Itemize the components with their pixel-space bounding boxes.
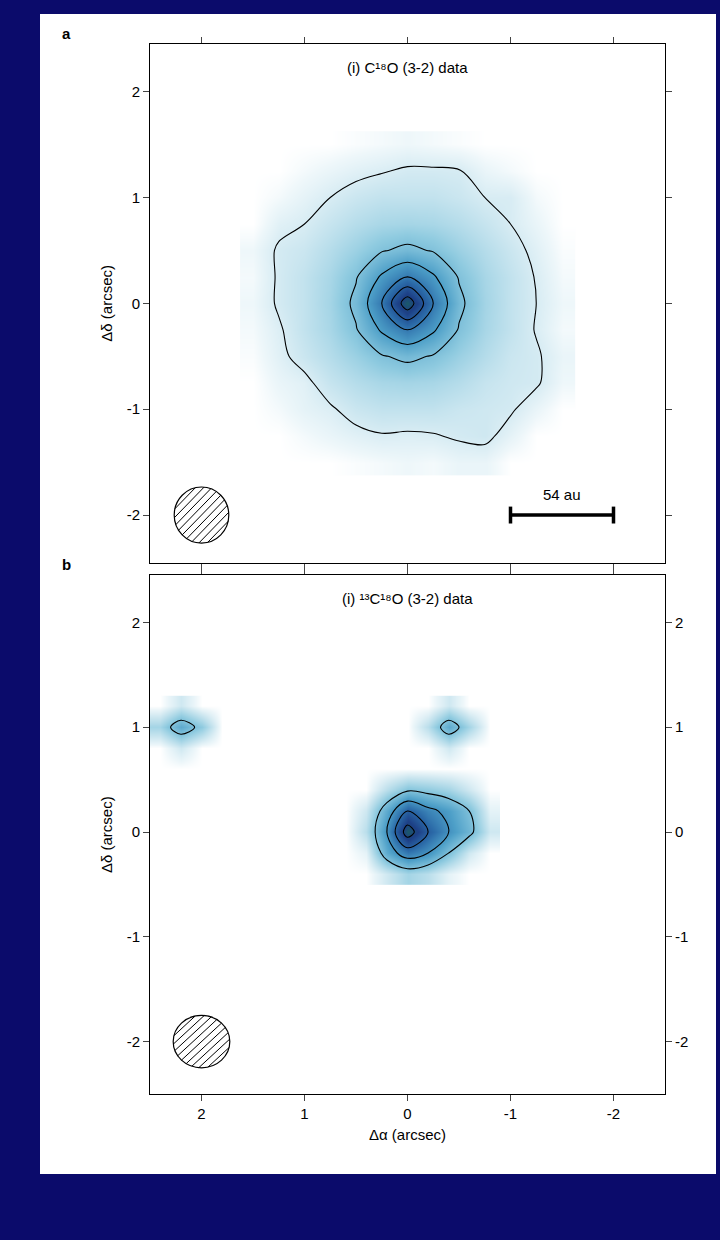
svg-text:Δα (arcsec): Δα (arcsec) — [369, 1126, 446, 1143]
svg-text:-2: -2 — [127, 1033, 140, 1050]
svg-text:(i) ¹³C¹⁸O (3-2) data: (i) ¹³C¹⁸O (3-2) data — [342, 590, 473, 607]
svg-text:-1: -1 — [127, 400, 140, 417]
svg-text:-1: -1 — [127, 928, 140, 945]
svg-text:0: 0 — [403, 1105, 411, 1122]
svg-text:-1: -1 — [504, 1105, 517, 1122]
svg-text:0: 0 — [132, 295, 140, 312]
svg-text:2: 2 — [132, 614, 140, 631]
svg-text:54 au: 54 au — [543, 486, 581, 503]
svg-text:2: 2 — [132, 83, 140, 100]
svg-text:-2: -2 — [675, 1033, 688, 1050]
svg-text:1: 1 — [675, 718, 683, 735]
svg-text:0: 0 — [675, 823, 683, 840]
svg-text:-2: -2 — [607, 1105, 620, 1122]
svg-text:(i) C¹⁸O (3-2) data: (i) C¹⁸O (3-2) data — [347, 59, 468, 76]
svg-text:-2: -2 — [127, 506, 140, 523]
svg-text:0: 0 — [132, 823, 140, 840]
svg-text:Δδ (arcsec): Δδ (arcsec) — [98, 265, 115, 342]
svg-text:Δδ (arcsec): Δδ (arcsec) — [98, 796, 115, 873]
svg-text:a: a — [62, 25, 71, 42]
svg-text:2: 2 — [675, 614, 683, 631]
svg-text:1: 1 — [300, 1105, 308, 1122]
svg-text:1: 1 — [132, 718, 140, 735]
svg-text:b: b — [62, 556, 71, 573]
svg-text:2: 2 — [197, 1105, 205, 1122]
svg-text:1: 1 — [132, 189, 140, 206]
svg-text:-1: -1 — [675, 928, 688, 945]
